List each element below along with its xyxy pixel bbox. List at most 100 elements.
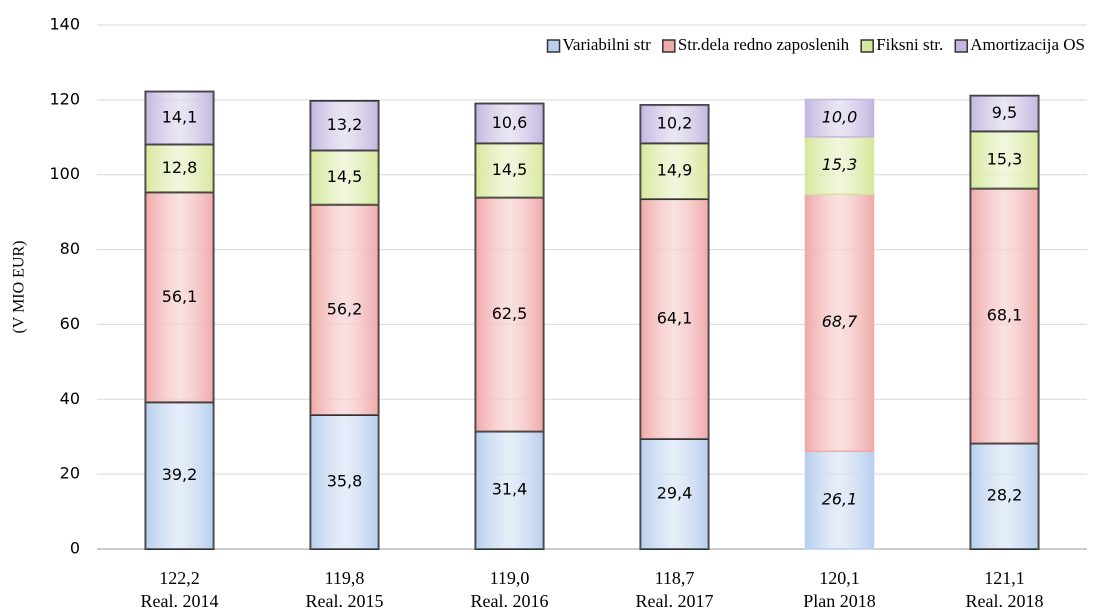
data-label: 15,3 [987, 149, 1023, 168]
data-label: 14,5 [327, 167, 363, 186]
bar-segment [144, 90, 215, 146]
legend-item: Fiksni str. [860, 35, 943, 54]
data-label: 10,6 [492, 113, 528, 132]
bar-segment [309, 99, 380, 152]
bar-segment [804, 136, 875, 195]
x-tick-label: Plan 2018 [803, 591, 876, 611]
data-label: 14,5 [492, 160, 528, 179]
data-label: 14,9 [657, 161, 693, 180]
bar-segment [639, 198, 710, 440]
bar-segment-base [970, 95, 1039, 132]
bar-segment [309, 149, 380, 206]
bar-segment-base [970, 188, 1039, 444]
legend-label: Str.dela redno zaposlenih [678, 35, 850, 54]
bar-segment [309, 414, 380, 550]
bar-segment [639, 437, 710, 550]
y-tick-label: 40 [60, 389, 80, 408]
legend-item: Variabilni str [546, 35, 652, 54]
bar-segment [309, 203, 380, 417]
legend-swatch [954, 39, 969, 53]
data-label: 14,1 [162, 108, 198, 127]
data-label: 68,1 [987, 306, 1023, 325]
bar-segment-base [805, 451, 874, 549]
y-tick-label: 100 [49, 164, 80, 183]
bar-segment-base [640, 105, 709, 144]
bar-segment [804, 193, 875, 453]
y-tick-label: 60 [60, 314, 80, 333]
bar-segment-base [805, 194, 874, 452]
bar-segment-base [805, 136, 874, 195]
bar-segment [474, 196, 545, 433]
bar-segment-base [475, 143, 544, 198]
bar-segment-base [640, 143, 709, 200]
total-label: 119,8 [325, 568, 365, 588]
bar-segment [969, 94, 1040, 133]
bar-segment-base [145, 402, 214, 549]
data-label: 10,0 [822, 108, 858, 127]
bar-segment [969, 187, 1040, 445]
bar-segment-base [640, 199, 709, 439]
bar-segment [144, 191, 215, 404]
y-tick-label: 0 [70, 539, 80, 558]
data-label: 56,1 [162, 287, 198, 306]
legend-label: Fiksni str. [876, 35, 943, 54]
y-tick-label: 120 [49, 89, 80, 108]
x-tick-label: Real. 2014 [141, 591, 219, 611]
data-label: 13,2 [327, 115, 363, 134]
y-tick-label: 20 [60, 464, 80, 483]
bar-segment-base [310, 150, 379, 205]
bar-segment [144, 401, 215, 550]
legend-item: Str.dela redno zaposlenih [662, 35, 850, 54]
bar-segment [474, 142, 545, 199]
total-label: 119,0 [490, 568, 530, 588]
data-label: 62,5 [492, 304, 528, 323]
bar-segment-base [475, 431, 544, 549]
legend-swatch [662, 39, 676, 53]
data-label: 64,1 [657, 309, 693, 328]
bar-segment-base [310, 204, 379, 416]
data-label: 31,4 [492, 480, 528, 499]
legend-label: Variabilni str [563, 35, 652, 54]
bar-segment [144, 143, 215, 194]
data-label: 9,5 [992, 103, 1017, 122]
total-label: 120,1 [819, 568, 860, 588]
data-label: 35,8 [327, 472, 363, 491]
y-tick-label: 140 [49, 15, 80, 34]
bar-segment-base [970, 443, 1039, 549]
x-tick-label: Real. 2018 [966, 591, 1044, 611]
bar-segment [639, 104, 710, 145]
legend-swatch [546, 39, 561, 53]
bar-segment-base [145, 144, 214, 193]
data-label: 12,8 [162, 158, 198, 177]
bar-segment-base [640, 438, 709, 549]
bar-segment-base [475, 197, 544, 432]
bar-segment-base [475, 103, 544, 144]
data-label: 68,7 [822, 312, 858, 331]
legend-label: Amortizacija OS [970, 35, 1085, 54]
data-label: 29,4 [657, 483, 693, 502]
x-tick-label: Real. 2016 [471, 591, 549, 611]
y-tick-label: 80 [60, 239, 80, 258]
bar-segment-base [805, 99, 874, 137]
bar-segment [474, 102, 545, 145]
legend-item: Amortizacija OS [954, 35, 1085, 54]
total-label: 122,2 [159, 568, 200, 588]
bar-segment [474, 430, 545, 550]
data-label: 26,1 [822, 490, 858, 509]
data-label: 15,3 [822, 155, 858, 174]
data-label: 39,2 [162, 465, 198, 484]
data-label: 56,2 [327, 299, 363, 318]
total-label: 121,1 [984, 568, 1025, 588]
legend-swatch [860, 39, 874, 53]
data-label: 10,2 [657, 114, 693, 133]
y-axis-label: (V MIO EUR) [11, 240, 28, 333]
x-tick-label: Real. 2017 [636, 591, 714, 611]
bar-segment [804, 98, 875, 138]
data-label: 28,2 [987, 486, 1023, 505]
total-label: 118,7 [655, 568, 695, 588]
x-tick-label: Real. 2015 [306, 591, 384, 611]
bar-segment-base [145, 91, 214, 145]
bar-segment-base [310, 100, 379, 151]
